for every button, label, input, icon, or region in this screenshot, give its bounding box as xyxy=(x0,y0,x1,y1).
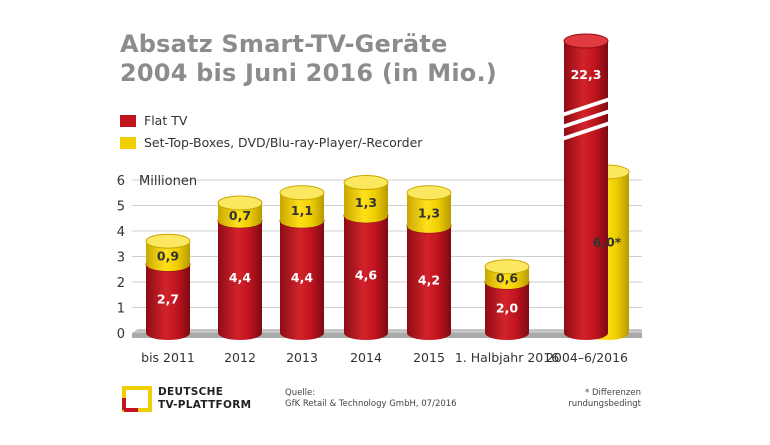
bar-total-flat-tv-top xyxy=(564,34,608,48)
axis-break-stripe-2 xyxy=(562,121,610,141)
legend-item-flat-tv: Flat TV xyxy=(120,113,187,128)
bar-stb-4-top xyxy=(407,185,451,200)
legend-label-stb: Set-Top-Boxes, DVD/Blu-ray-Player/-Recor… xyxy=(144,135,423,150)
source-note: Quelle: GfK Retail & Technology GmbH, 07… xyxy=(285,388,457,410)
bar-total-flat-tv-rim xyxy=(563,33,609,49)
data-label-flat-tv-1: 4,4 xyxy=(229,270,251,285)
x-tick-label-3: 2014 xyxy=(350,350,382,365)
data-label-stb-3: 1,3 xyxy=(355,195,377,210)
bar-stb-4-rim xyxy=(406,185,452,201)
bar-stb-3 xyxy=(343,175,389,223)
bar-stb-4 xyxy=(406,185,452,233)
x-tick-label-5: 1. Halbjahr 2016 xyxy=(455,350,559,365)
y-axis-title: Millionen xyxy=(139,174,197,189)
bar-stb-2-top xyxy=(280,185,324,200)
logo-text: DEUTSCHE TV-PLATTFORM xyxy=(158,386,251,412)
data-label-stb-1: 0,7 xyxy=(229,208,251,223)
bar-stb-1 xyxy=(217,195,263,228)
x-tick-label-1: 2012 xyxy=(224,350,256,365)
source-line1: Quelle: xyxy=(285,388,316,398)
y-tick-label-2: 2 xyxy=(117,276,125,291)
x-tick-label-0: bis 2011 xyxy=(141,350,195,365)
deutsche-tv-plattform-logo-icon xyxy=(122,386,152,412)
bar-flat-tv-3-body xyxy=(344,215,388,340)
y-tick-label-3: 3 xyxy=(117,251,125,266)
note-line1: * Differenzen xyxy=(585,388,641,398)
axis-break-stripe-0 xyxy=(562,97,610,117)
data-label-stb-5: 0,6 xyxy=(496,270,518,285)
legend-label-flat-tv: Flat TV xyxy=(144,113,188,128)
y-tick-label-6: 6 xyxy=(117,174,125,189)
note-line2: rundungsbedingt xyxy=(568,399,641,409)
bar-flat-tv-1-body xyxy=(218,220,262,340)
data-label-flat-tv-0: 2,7 xyxy=(157,292,179,307)
y-tick-label-5: 5 xyxy=(117,200,125,215)
bar-stb-1-top xyxy=(218,195,262,210)
y-tick-label-1: 1 xyxy=(117,302,125,317)
legend-item-stb: Set-Top-Boxes, DVD/Blu-ray-Player/-Recor… xyxy=(120,135,422,150)
bar-stb-5 xyxy=(484,259,530,289)
axis-break-stripe-1 xyxy=(562,109,610,129)
legend-swatch-flat-tv xyxy=(120,114,136,127)
bar-stb-3-rim xyxy=(343,175,389,191)
x-tick-label-6: 2004–6/2016 xyxy=(546,350,628,365)
data-label-flat-tv-4: 4,2 xyxy=(418,272,440,287)
bar-stb-2 xyxy=(279,185,325,228)
y-tick-label-0: 0 xyxy=(117,327,125,342)
data-label-stb-2: 1,1 xyxy=(291,203,313,218)
data-label-stb-4: 1,3 xyxy=(418,205,440,220)
x-tick-label-4: 2015 xyxy=(413,350,445,365)
bar-stb-0-rim xyxy=(145,233,191,249)
bar-stb-0-top xyxy=(146,234,190,249)
logo-line1: DEUTSCHE xyxy=(158,386,224,398)
x-axis-floor xyxy=(132,333,642,338)
bar-stb-5-top xyxy=(485,259,529,274)
data-label-flat-tv-5: 2,0 xyxy=(496,301,518,316)
data-label-total-flat-tv: 22,3 xyxy=(571,67,602,82)
logo-line2: TV-PLATTFORM xyxy=(158,399,252,411)
bar-stb-2-rim xyxy=(279,185,325,201)
bar-flat-tv-2-body xyxy=(280,220,324,340)
rounding-note: * Differenzen rundungsbedingt xyxy=(555,388,641,410)
data-label-flat-tv-2: 4,4 xyxy=(291,270,313,285)
bar-stb-2-body xyxy=(280,192,324,228)
data-label-total-stb: 6,0* xyxy=(593,235,622,250)
bar-flat-tv-0-body xyxy=(146,264,190,340)
bar-stb-3-body xyxy=(344,182,388,223)
y-tick-label-4: 4 xyxy=(117,225,125,240)
bar-stb-4-body xyxy=(407,192,451,233)
bar-stb-3-top xyxy=(344,175,388,190)
legend-swatch-stb xyxy=(120,136,136,149)
bar-flat-tv-5-body xyxy=(485,282,529,340)
x-tick-label-2: 2013 xyxy=(286,350,318,365)
bar-stb-1-rim xyxy=(217,195,263,211)
data-label-stb-0: 0,9 xyxy=(157,249,179,264)
source-line2: GfK Retail & Technology GmbH, 07/2016 xyxy=(285,399,457,409)
bar-flat-tv-4-body xyxy=(407,225,451,340)
chart-title-line1: Absatz Smart-TV-Geräte xyxy=(120,30,448,58)
chart-title-line2: 2004 bis Juni 2016 (in Mio.) xyxy=(120,59,497,87)
bar-stb-0 xyxy=(145,233,191,272)
bar-stb-5-rim xyxy=(484,259,530,275)
data-label-flat-tv-3: 4,6 xyxy=(355,267,377,282)
bar-total-flat-tv-body xyxy=(564,41,608,340)
bar-stb-0-body xyxy=(146,241,190,272)
